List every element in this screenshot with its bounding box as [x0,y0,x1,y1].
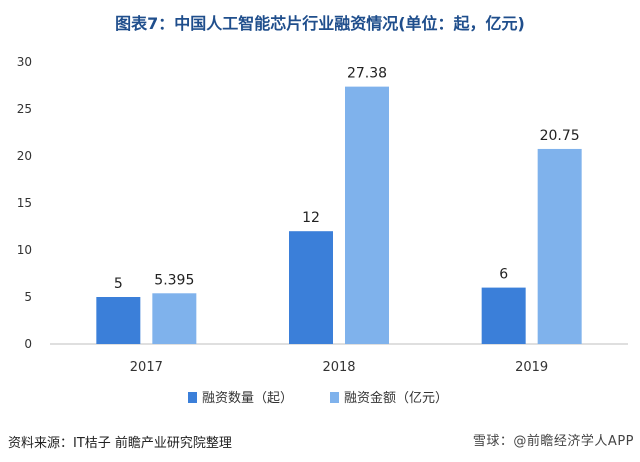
x-tick-label: 2018 [322,360,355,375]
x-tick-label: 2017 [130,360,163,375]
data-label: 6 [499,267,508,283]
data-label: 12 [302,210,320,226]
y-tick-label: 25 [17,102,32,116]
data-label: 5 [114,276,123,292]
legend-label: 融资金额（亿元） [344,390,448,406]
bar [96,297,141,344]
y-tick-label: 20 [17,149,32,163]
bar [152,293,197,344]
y-tick-label: 15 [17,196,32,210]
watermark-text: 雪球：@前瞻经济学人APP [472,434,634,449]
legend-swatch [188,392,197,403]
data-label: 27.38 [347,66,387,82]
y-tick-label: 30 [17,55,32,69]
legend-label: 融资数量（起） [202,391,293,406]
bar [289,231,333,344]
y-tick-label: 10 [17,243,32,257]
chart-title: 图表7：中国人工智能芯片行业融资情况(单位：起，亿元) [115,14,525,33]
data-label: 20.75 [540,128,580,144]
data-label: 5.395 [154,272,194,288]
y-tick-label: 5 [24,290,32,304]
bar [481,287,526,344]
bar [537,148,582,344]
y-tick-label: 0 [24,337,32,351]
source-note: 资料来源：IT桔子 前瞻产业研究院整理 [8,436,232,451]
legend-swatch [330,392,339,403]
x-tick-label: 2019 [515,360,548,375]
bar [345,86,389,345]
